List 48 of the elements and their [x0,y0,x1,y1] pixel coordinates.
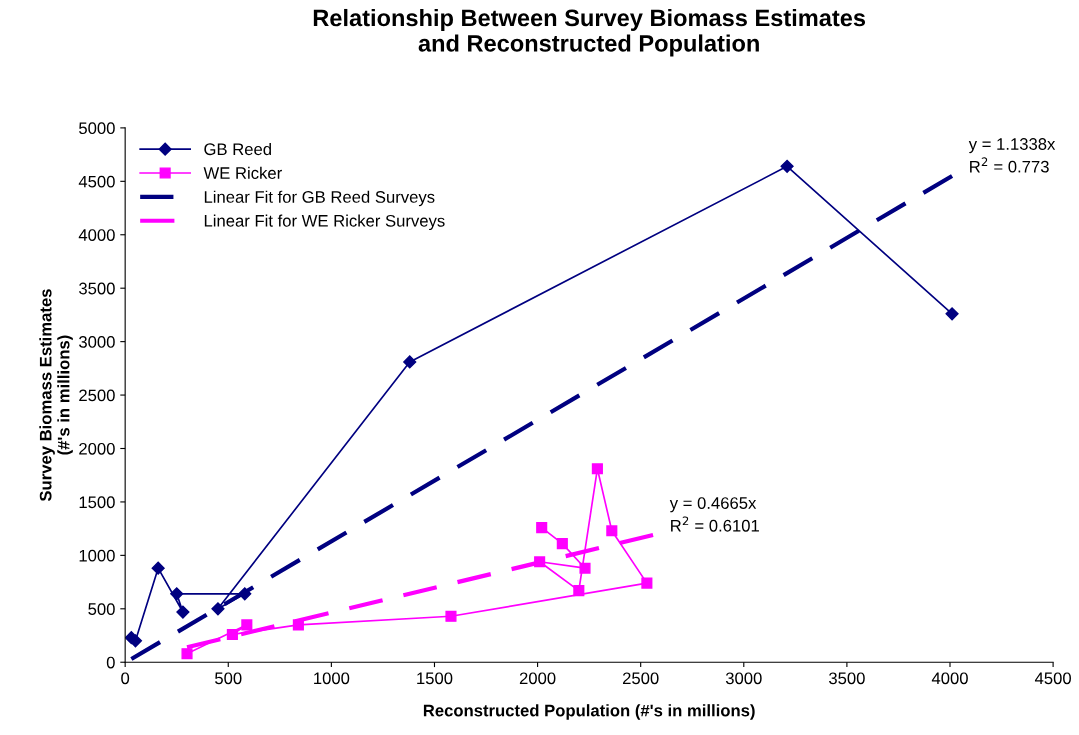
y-tick-label: 1000 [79,549,115,562]
y-tick-label: 4000 [78,229,115,241]
y-tick-label: 3500 [79,282,115,295]
x-tick-label: 1000 [314,672,350,685]
y-axis-title: Survey Biomass Estimates (#'s in millions) [39,289,73,502]
x-tick-label: 2500 [622,672,659,685]
x-tick-label: 3500 [828,672,865,685]
y-tick-label: 4500 [78,175,115,188]
point [780,159,794,173]
y-tick-label: 1500 [79,496,115,509]
point [176,605,190,619]
x-tick-label: 2000 [519,672,556,685]
point [181,648,193,660]
point [556,538,568,550]
point [241,619,253,631]
point [641,577,653,589]
annotation: y = 1.1338x R$^{2}$ = 0.773 [968,138,1056,173]
x-axis-title: Reconstructed Population (#'s in millions) [423,704,755,720]
y-tick-label: 2000 [79,442,115,455]
y-tick-label: 500 [88,603,115,615]
y-tick-label: 3000 [79,336,115,348]
point [579,562,591,574]
x-tick-label: 0 [121,672,130,685]
x-tick-label: 3000 [725,672,762,685]
y-tick-label: 0 [106,656,115,669]
point [536,522,548,534]
point [445,610,457,622]
point [573,585,585,597]
point [170,587,184,601]
x-tick-label: 4000 [931,672,968,685]
legend-label: Linear Fit for WE Ricker Surveys [204,214,445,231]
legend-label: GB Reed [204,142,271,156]
point [945,307,959,321]
point [211,602,225,616]
point [403,355,417,369]
chart-title: Relationship Between Survey Biomass Estimates and Reconstructed Population [313,8,866,57]
point [606,525,618,537]
annotation: y = 0.4665x R$^{2}$ = 0.6101 [669,497,759,532]
legend-label: WE Ricker [203,166,282,179]
y-tick-label: 2500 [79,389,115,402]
point [151,561,165,575]
point [591,463,603,475]
x-tick-label: 1500 [417,672,453,685]
x-tick-label: 4500 [1034,672,1071,685]
y-tick-label: 5000 [79,122,115,135]
point [226,628,238,641]
legend-label: Linear Fit for GB Reed Surveys [204,190,435,207]
x-tick-label: 500 [215,672,242,685]
